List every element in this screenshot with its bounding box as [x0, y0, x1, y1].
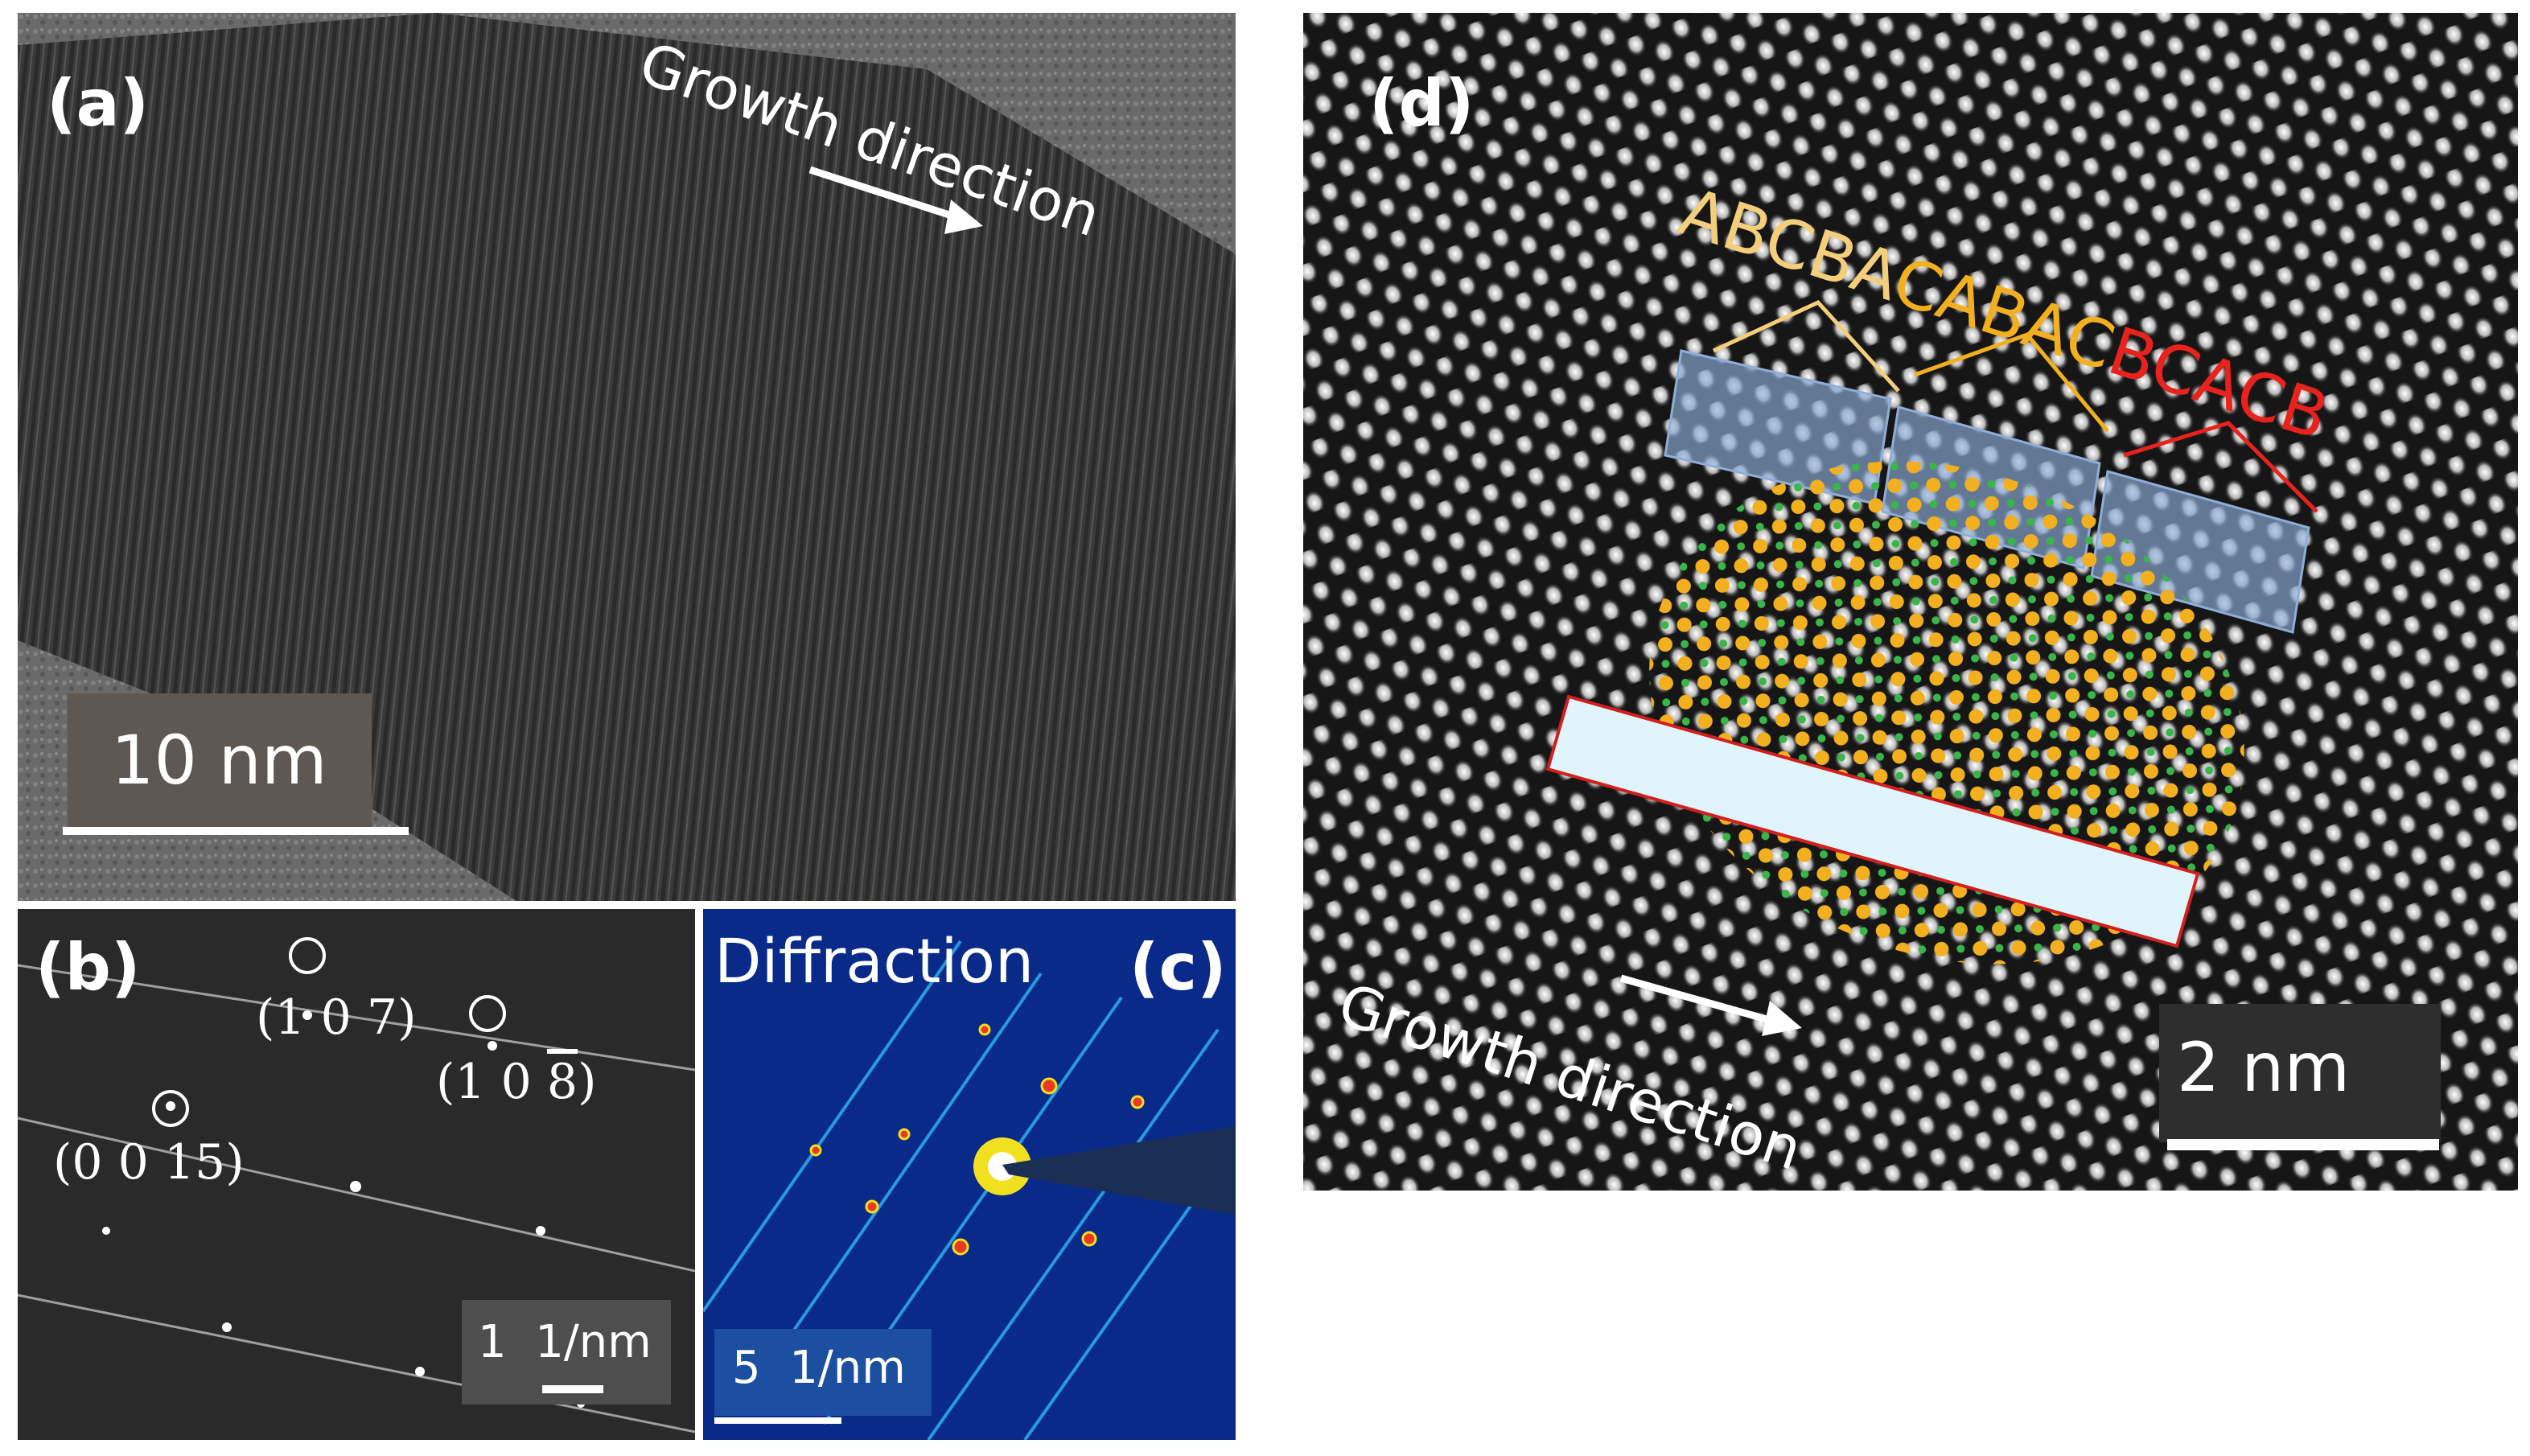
panel-d-arrow-line — [1619, 974, 1779, 1026]
panel-d-scale-bar — [2167, 1139, 2439, 1150]
panel-d-haadf: (d) ABCBACABACBCACB Growth direction 2 n… — [1303, 13, 2518, 1191]
spot-label-108-pre: (1 0 — [436, 1054, 547, 1110]
crystal-region — [18, 13, 1236, 901]
stacking-brackets — [1712, 299, 2318, 513]
panel-d-scale-label: 2 nm — [2177, 1028, 2351, 1107]
spot-label-107: (1 0 7) — [256, 989, 417, 1046]
spot-label-108: (1 0 8) — [436, 1054, 597, 1110]
spot-label-108-bar: 8 — [546, 1054, 578, 1110]
panel-a-scale-label: 10 nm — [111, 721, 327, 800]
panel-a-scale-box — [68, 693, 372, 832]
panel-c-pattern — [703, 940, 1236, 1440]
spot-107-ring — [289, 937, 326, 974]
panel-d-label: (d) — [1369, 66, 1475, 141]
panel-b-streaks — [18, 937, 695, 1433]
panel-d-scale-box — [2159, 1004, 2441, 1142]
panel-a-label: (a) — [47, 66, 150, 141]
panel-c-scale-bar — [714, 1417, 841, 1424]
spot-0015-ring — [152, 1090, 189, 1127]
panel-a-scale-bar — [63, 827, 409, 835]
panel-b-fft: (b) (1 0 7) (1 0 8) (0 0 15) 1 1/nm — [18, 909, 695, 1440]
panel-c-title: Diffraction — [714, 925, 1035, 997]
panel-d-lattice — [1303, 13, 2518, 1191]
spot-label-0015: (0 0 15) — [53, 1134, 245, 1191]
highlight-band — [1545, 694, 2200, 948]
panel-c-scale-box — [714, 1329, 932, 1416]
panel-d-arrow-head — [1762, 1001, 1802, 1036]
panel-c-scale-label: 5 1/nm — [732, 1342, 906, 1394]
beam-stop — [1002, 1126, 1236, 1215]
spot-label-108-post: ) — [578, 1054, 597, 1110]
panel-b-scale-bar — [542, 1385, 603, 1393]
spot-108-ring — [469, 995, 506, 1032]
panel-a-tem-image: (a) Growth direction 10 nm — [18, 13, 1236, 901]
panel-c-diffraction: Diffraction (c) 5 1/nm — [703, 909, 1236, 1440]
panel-b-label: (b) — [35, 930, 141, 1005]
panel-b-scale-label: 1 1/nm — [478, 1316, 652, 1368]
panel-c-label: (c) — [1129, 930, 1227, 1005]
